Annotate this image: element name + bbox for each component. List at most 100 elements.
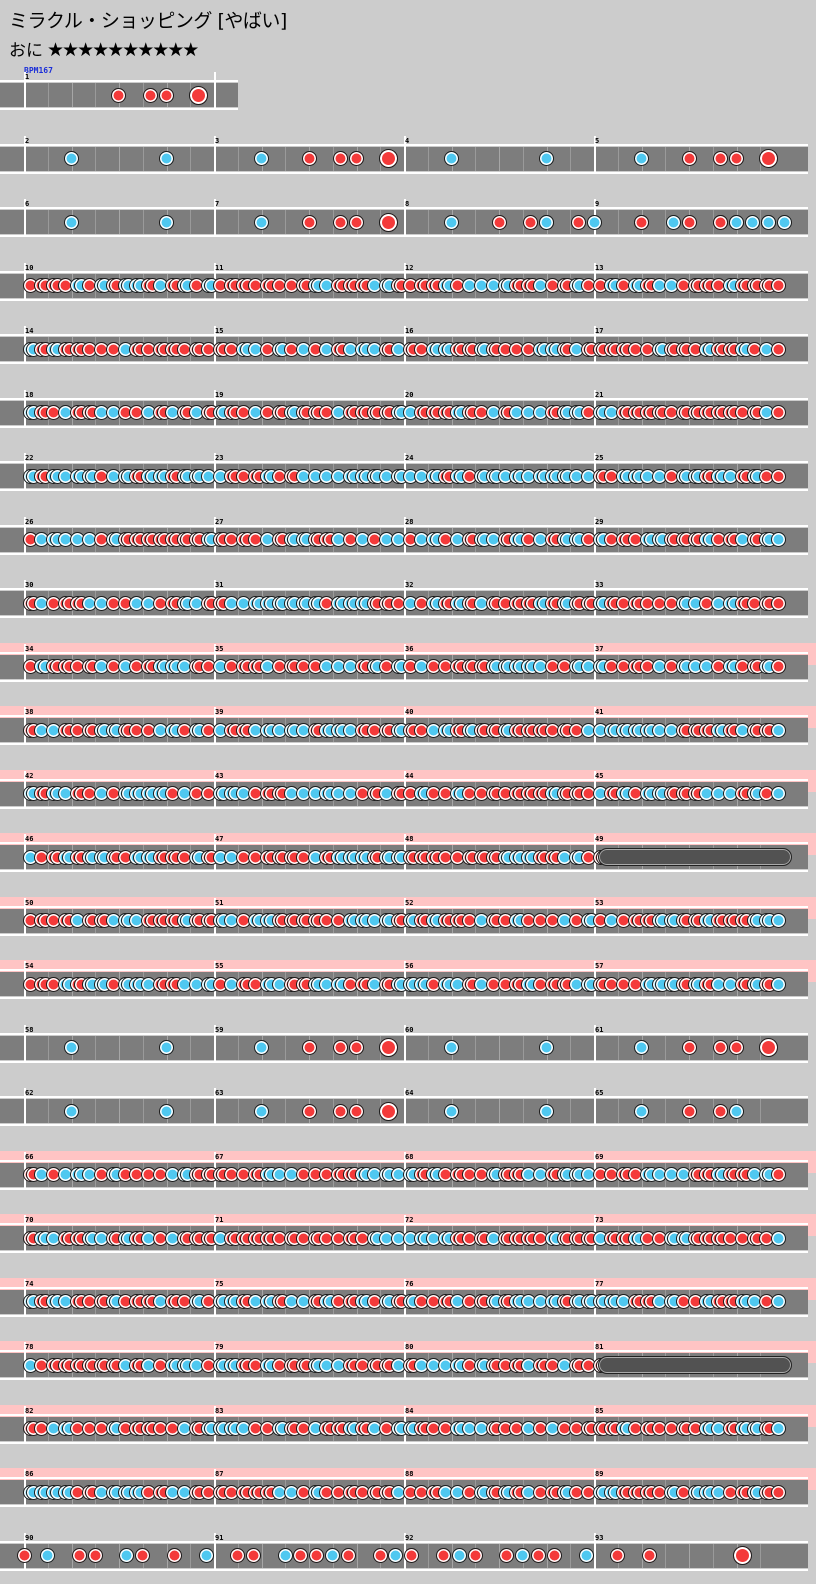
beat-line — [356, 1543, 358, 1568]
bar-line — [404, 199, 406, 237]
ka-note — [770, 532, 786, 547]
measure-number: 92 — [405, 1533, 414, 1542]
ka-note — [760, 214, 776, 230]
ka-note — [158, 214, 174, 230]
measure-number: 39 — [215, 708, 224, 716]
measure-number: 75 — [215, 1279, 224, 1288]
measure-number: 55 — [215, 962, 224, 970]
sub-beat-line — [570, 146, 572, 171]
measure-number: 60 — [405, 1025, 414, 1034]
ka-note — [253, 1103, 269, 1119]
measure-number: 3 — [215, 136, 220, 145]
measure-number: 66 — [25, 1152, 34, 1161]
ka-note — [158, 1103, 174, 1119]
bar-line — [214, 72, 216, 110]
don-note — [712, 151, 728, 166]
measure-number: 93 — [595, 1533, 604, 1542]
beat-line — [119, 146, 120, 171]
sub-beat-line — [570, 1035, 572, 1060]
measure-number: 90 — [25, 1533, 34, 1542]
don-note — [728, 151, 744, 166]
sub-beat-line — [427, 146, 429, 171]
sub-beat-line — [665, 1035, 667, 1060]
difficulty-stars: ★★★★★★★★★★ — [47, 39, 199, 61]
ka-note — [443, 214, 459, 230]
measure-number: 71 — [215, 1216, 224, 1224]
sub-beat-line — [95, 146, 97, 171]
measure-number: 41 — [595, 708, 604, 716]
sub-beat-line — [142, 210, 144, 234]
measure-number: 46 — [25, 835, 34, 843]
don-note — [372, 1548, 388, 1563]
sub-beat-line — [522, 146, 524, 171]
don-note — [111, 87, 126, 103]
don-note — [301, 1040, 317, 1055]
sub-beat-line — [47, 1099, 49, 1123]
lane-bottom-line — [0, 108, 238, 110]
measure-number: 17 — [595, 327, 604, 335]
ka-note — [63, 1103, 79, 1119]
measure-number: 77 — [595, 1279, 604, 1288]
ka-note — [277, 1548, 293, 1563]
sub-beat-line — [760, 1543, 762, 1568]
sub-beat-line — [475, 1035, 477, 1060]
measure-number: 48 — [405, 835, 414, 843]
measure-number: 87 — [215, 1470, 224, 1478]
measure-number: 10 — [25, 263, 34, 272]
sub-beat-line — [427, 210, 429, 234]
sub-beat-line — [285, 146, 287, 171]
measure-number: 24 — [405, 454, 414, 462]
sub-beat-line — [475, 210, 477, 234]
don-note — [732, 1546, 752, 1565]
don-note — [681, 1103, 697, 1119]
sub-beat-line — [142, 1099, 144, 1123]
sub-beat-line — [190, 1035, 192, 1060]
measure-number: 47 — [215, 835, 224, 843]
bar-line — [594, 135, 596, 174]
bpm-marker: BPM167 — [24, 66, 53, 75]
don-note — [681, 1040, 697, 1055]
sub-beat-line — [712, 1543, 714, 1568]
don-note — [770, 341, 786, 357]
don-note — [758, 1038, 778, 1057]
ka-note — [158, 151, 174, 166]
don-note — [301, 151, 317, 166]
measure-number: 32 — [405, 581, 414, 589]
measure-number: 64 — [405, 1089, 414, 1097]
bar-line — [24, 72, 26, 110]
don-note — [758, 149, 778, 168]
song-title: ミラクル・ショッピング [やばい] — [9, 10, 287, 32]
don-note — [770, 468, 786, 484]
don-note — [332, 1103, 348, 1119]
ka-note — [770, 1421, 786, 1436]
sub-beat-line — [617, 1035, 619, 1060]
sub-beat-line — [237, 210, 239, 234]
don-note — [301, 214, 317, 230]
sub-beat-line — [95, 210, 97, 234]
don-note — [712, 1103, 728, 1119]
sub-beat-line — [47, 210, 49, 234]
ka-note — [578, 1548, 594, 1563]
ka-note — [118, 1548, 134, 1563]
measure-number: 9 — [595, 200, 600, 208]
sub-beat-line — [427, 1099, 429, 1123]
drumroll — [598, 848, 792, 866]
sub-beat-line — [475, 1099, 477, 1123]
sub-beat-line — [142, 1035, 144, 1060]
ka-note — [253, 151, 269, 166]
don-note — [728, 1040, 744, 1055]
don-note — [348, 1040, 364, 1055]
sub-beat-line — [47, 83, 49, 107]
don-note — [770, 1484, 786, 1500]
don-note — [16, 1548, 32, 1563]
sub-beat-line — [665, 1099, 667, 1123]
beat-line — [689, 1543, 690, 1568]
measure-number: 70 — [25, 1216, 34, 1224]
measure-number: 61 — [595, 1025, 604, 1034]
ka-note — [728, 1103, 744, 1119]
ka-note — [633, 151, 649, 166]
don-note — [332, 151, 348, 166]
measure-number: 30 — [25, 581, 34, 589]
measure-number: 20 — [405, 390, 414, 399]
measure-number: 4 — [405, 136, 410, 145]
